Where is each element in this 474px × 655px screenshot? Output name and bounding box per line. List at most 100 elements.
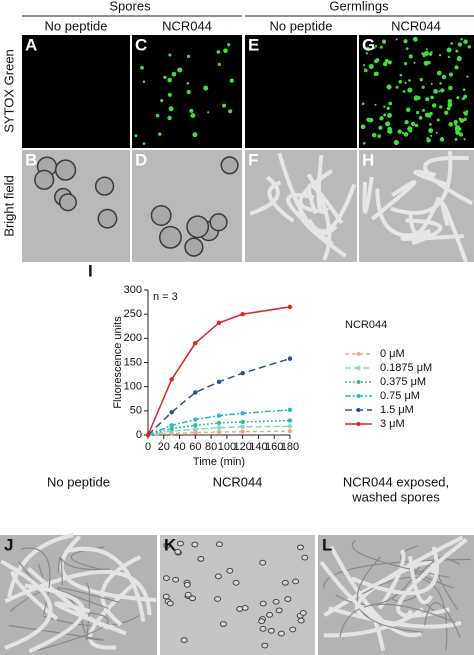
spore (301, 554, 309, 561)
fluorescent-spot (361, 102, 365, 106)
fluorescent-spot (454, 123, 457, 126)
panel-letter: G (362, 35, 375, 54)
spore (94, 176, 115, 196)
fluorescent-spot (368, 117, 374, 123)
hypha (307, 183, 344, 225)
fluorescent-spot (168, 53, 172, 57)
fluorescent-spot (463, 117, 467, 121)
fluorescent-spot (186, 54, 191, 59)
fluorescent-spot (374, 103, 377, 106)
hypha (267, 180, 295, 223)
x-tick-label: 80 (205, 441, 217, 453)
condition-label: No peptide (270, 18, 333, 33)
data-point (216, 413, 222, 418)
condition-label: No peptide (45, 18, 108, 33)
fluorescent-spot (447, 102, 453, 108)
hypha (396, 538, 468, 618)
data-point (216, 320, 222, 326)
fluorescent-spot (460, 37, 463, 41)
data-point (216, 429, 222, 435)
fluorescent-spot (186, 89, 191, 95)
legend-marker (356, 352, 361, 356)
fluorescent-spot (413, 61, 416, 64)
fluorescent-spot (463, 138, 466, 141)
fluorescent-spot (365, 46, 370, 51)
fluorescent-spot (448, 72, 454, 77)
panel-letter: J (4, 535, 13, 554)
spore (296, 544, 304, 551)
fluorescent-spot (422, 108, 425, 112)
data-point (287, 418, 293, 423)
fluorescent-spot (388, 101, 393, 106)
fluorescent-spot (228, 109, 233, 114)
hypha (100, 555, 142, 627)
panel-caption: No peptide (47, 474, 110, 489)
fluorescent-spot (423, 50, 429, 56)
fluorescent-spot (447, 98, 453, 104)
legend-label: 0 μM (380, 348, 405, 360)
spore (289, 626, 297, 633)
legend-marker (356, 394, 361, 398)
x-axis-label: Time (min) (193, 456, 245, 468)
fluorescent-spot (429, 111, 433, 116)
y-tick-label: 200 (124, 332, 142, 344)
hypha (328, 606, 462, 629)
spore (232, 579, 240, 586)
spore (266, 611, 274, 618)
fluorescent-spot (405, 47, 409, 50)
fluorescent-spot (426, 138, 431, 143)
spore (174, 548, 182, 555)
fluorescent-spot (418, 116, 423, 120)
image-panel: C (132, 35, 242, 148)
fluorescent-spot (457, 55, 461, 59)
fluorescent-spot (365, 52, 369, 55)
group-label: Spores (109, 0, 151, 13)
fluorescent-spot (381, 39, 386, 44)
fluorescent-spot (229, 78, 234, 83)
spore (281, 579, 289, 586)
fluorescent-spot (203, 85, 209, 91)
row-label: Bright field (1, 175, 16, 236)
fluorescent-spot (455, 49, 459, 53)
fluorescent-spot (463, 39, 468, 44)
y-axis-label: Fluorescence units (112, 316, 124, 409)
spore (191, 541, 199, 548)
fluorescent-spot (134, 134, 138, 138)
y-tick-label: 0 (136, 429, 142, 441)
fluorescent-spot (386, 84, 392, 90)
panel-letter: I (88, 261, 93, 280)
data-point (169, 426, 174, 431)
fluorescent-spot (397, 129, 402, 134)
spore (284, 596, 292, 602)
fluorescent-spot (387, 112, 392, 118)
y-tick-label: 250 (124, 308, 142, 320)
fluorescent-spot (227, 43, 231, 47)
data-point (240, 419, 245, 425)
fluorescent-spot (430, 51, 433, 54)
spore (267, 627, 275, 634)
fluorescent-spot (383, 113, 387, 117)
fluorescent-spot (404, 81, 407, 84)
fluorescent-spot (167, 115, 172, 121)
fluorescent-spot (142, 80, 146, 83)
y-tick-label: 300 (124, 284, 142, 296)
fluorescent-spot (140, 65, 144, 70)
spore (241, 605, 249, 611)
data-point (240, 411, 245, 416)
fluorescent-spot (448, 85, 453, 91)
fluorescent-spot (439, 82, 442, 85)
fluorescent-spot (160, 99, 164, 103)
x-tick-label: 100 (218, 441, 236, 453)
fluorescent-spot (450, 42, 454, 45)
fluorescent-spot (413, 96, 419, 101)
fluorescent-spot (377, 134, 382, 138)
fluorescent-spot (398, 79, 403, 84)
image-panel: A (22, 35, 130, 148)
x-tick-label: 140 (249, 441, 267, 453)
image-panel: B (22, 150, 130, 262)
legend-marker (356, 380, 361, 384)
fluorescent-spot (403, 62, 408, 66)
hypha (57, 556, 63, 586)
fluorescent-spot (158, 132, 162, 136)
fluorescent-spot (454, 65, 459, 70)
